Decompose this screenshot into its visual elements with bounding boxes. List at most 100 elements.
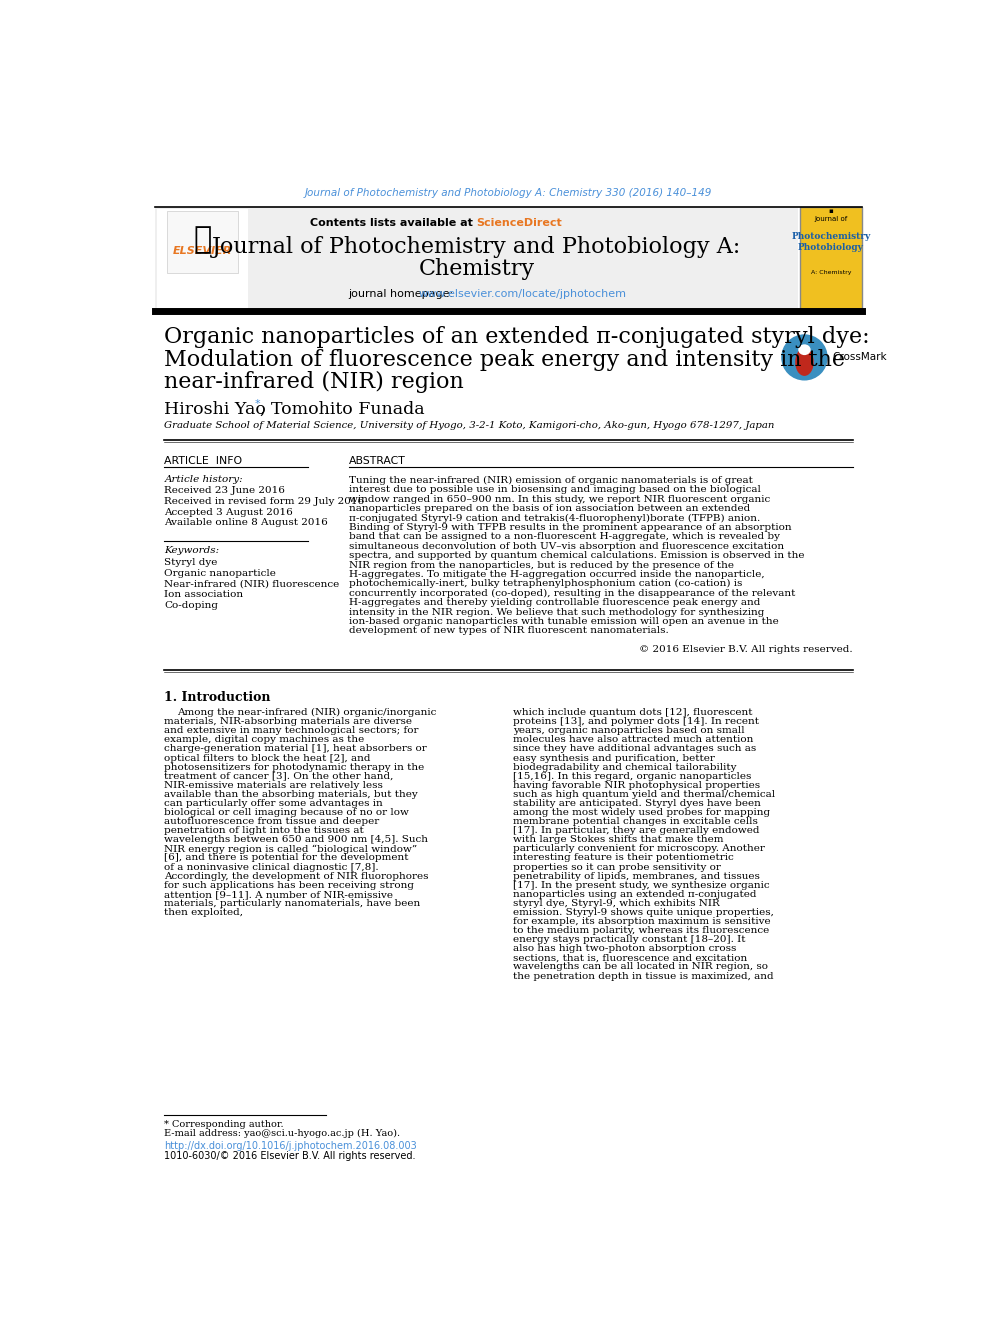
Text: can particularly offer some advantages in: can particularly offer some advantages i…: [165, 799, 383, 808]
Text: 🌲: 🌲: [193, 225, 211, 254]
Text: available than the absorbing materials, but they: available than the absorbing materials, …: [165, 790, 418, 799]
Text: Ion association: Ion association: [165, 590, 243, 599]
Text: Binding of Styryl-9 with TFPB results in the prominent appearance of an absorpti: Binding of Styryl-9 with TFPB results in…: [349, 523, 792, 532]
Text: [15,16]. In this regard, organic nanoparticles: [15,16]. In this regard, organic nanopar…: [513, 771, 751, 781]
Text: Photochemistry
Photobiology: Photochemistry Photobiology: [792, 233, 870, 251]
Text: [6], and there is potential for the development: [6], and there is potential for the deve…: [165, 853, 409, 863]
Text: Journal of Photochemistry and Photobiology A: Chemistry 330 (2016) 140–149: Journal of Photochemistry and Photobiolo…: [305, 188, 712, 198]
Text: materials, NIR-absorbing materials are diverse: materials, NIR-absorbing materials are d…: [165, 717, 413, 726]
Text: Hiroshi Yao: Hiroshi Yao: [165, 401, 266, 418]
Text: band that can be assigned to a non-fluorescent H-aggregate, which is revealed by: band that can be assigned to a non-fluor…: [349, 532, 780, 541]
Text: [17]. In the present study, we synthesize organic: [17]. In the present study, we synthesiz…: [513, 881, 770, 889]
Text: also has high two-photon absorption cross: also has high two-photon absorption cros…: [513, 945, 736, 954]
Text: photochemically-inert, bulky tetraphenylphosphonium cation (co-cation) is: photochemically-inert, bulky tetraphenyl…: [349, 579, 742, 589]
Text: ABSTRACT: ABSTRACT: [349, 455, 406, 466]
Text: Among the near-infrared (NIR) organic/inorganic: Among the near-infrared (NIR) organic/in…: [177, 708, 436, 717]
Text: http://dx.doi.org/10.1016/j.jphotochem.2016.08.003: http://dx.doi.org/10.1016/j.jphotochem.2…: [165, 1140, 417, 1151]
Text: Journal of Photochemistry and Photobiology A:: Journal of Photochemistry and Photobiolo…: [212, 237, 741, 258]
Text: H-aggregates and thereby yielding controllable fluorescence peak energy and: H-aggregates and thereby yielding contro…: [349, 598, 760, 607]
Text: ScienceDirect: ScienceDirect: [476, 218, 562, 228]
Text: near-infrared (NIR) region: near-infrared (NIR) region: [165, 370, 464, 393]
Text: Received 23 June 2016: Received 23 June 2016: [165, 486, 285, 495]
Text: Keywords:: Keywords:: [165, 546, 219, 556]
Text: *: *: [254, 400, 260, 409]
Text: optical filters to block the heat [2], and: optical filters to block the heat [2], a…: [165, 754, 371, 762]
Text: years, organic nanoparticles based on small: years, organic nanoparticles based on sm…: [513, 726, 745, 736]
Text: materials, particularly nanomaterials, have been: materials, particularly nanomaterials, h…: [165, 898, 421, 908]
Circle shape: [782, 335, 827, 381]
Text: Contents lists available at: Contents lists available at: [310, 218, 476, 228]
Text: Accordingly, the development of NIR fluorophores: Accordingly, the development of NIR fluo…: [165, 872, 429, 881]
Text: window ranged in 650–900 nm. In this study, we report NIR fluorescent organic: window ranged in 650–900 nm. In this stu…: [349, 495, 770, 504]
Text: among the most widely used probes for mapping: among the most widely used probes for ma…: [513, 808, 770, 818]
Text: stability are anticipated. Styryl dyes have been: stability are anticipated. Styryl dyes h…: [513, 799, 761, 808]
Text: Organic nanoparticle: Organic nanoparticle: [165, 569, 276, 578]
Text: which include quantum dots [12], fluorescent: which include quantum dots [12], fluores…: [513, 708, 753, 717]
Text: example, digital copy machines as the: example, digital copy machines as the: [165, 736, 364, 745]
Text: Near-infrared (NIR) fluorescence: Near-infrared (NIR) fluorescence: [165, 579, 339, 589]
Text: particularly convenient for microscopy. Another: particularly convenient for microscopy. …: [513, 844, 765, 853]
Text: nanoparticles using an extended π-conjugated: nanoparticles using an extended π-conjug…: [513, 890, 757, 898]
Text: simultaneous deconvolution of both UV–vis absorption and fluorescence excitation: simultaneous deconvolution of both UV–vi…: [349, 541, 784, 550]
Text: concurrently incorporated (co-doped), resulting in the disappearance of the rele: concurrently incorporated (co-doped), re…: [349, 589, 796, 598]
Text: CrossMark: CrossMark: [832, 352, 887, 363]
Text: attention [9–11]. A number of NIR-emissive: attention [9–11]. A number of NIR-emissi…: [165, 890, 393, 898]
Text: for such applications has been receiving strong: for such applications has been receiving…: [165, 881, 415, 889]
Text: membrane potential changes in excitable cells: membrane potential changes in excitable …: [513, 818, 758, 826]
Text: wavelengths can be all located in NIR region, so: wavelengths can be all located in NIR re…: [513, 963, 768, 971]
Text: charge-generation material [1], heat absorbers or: charge-generation material [1], heat abs…: [165, 745, 427, 753]
Text: autofluorescence from tissue and deeper: autofluorescence from tissue and deeper: [165, 818, 380, 826]
Text: proteins [13], and polymer dots [14]. In recent: proteins [13], and polymer dots [14]. In…: [513, 717, 759, 726]
Text: biological or cell imaging because of no or low: biological or cell imaging because of no…: [165, 808, 409, 818]
Text: having favorable NIR photophysical properties: having favorable NIR photophysical prope…: [513, 781, 760, 790]
Text: NIR region from the nanoparticles, but is reduced by the presence of the: NIR region from the nanoparticles, but i…: [349, 561, 734, 569]
Text: emission. Styryl-9 shows quite unique properties,: emission. Styryl-9 shows quite unique pr…: [513, 908, 774, 917]
Text: H-aggregates. To mitigate the H-aggregation occurred inside the nanoparticle,: H-aggregates. To mitigate the H-aggregat…: [349, 570, 765, 579]
Text: Chemistry: Chemistry: [419, 258, 535, 280]
Text: intensity in the NIR region. We believe that such methodology for synthesizing: intensity in the NIR region. We believe …: [349, 607, 764, 617]
Text: ARTICLE  INFO: ARTICLE INFO: [165, 455, 242, 466]
Text: to the medium polarity, whereas its fluorescence: to the medium polarity, whereas its fluo…: [513, 926, 770, 935]
Text: NIR-emissive materials are relatively less: NIR-emissive materials are relatively le…: [165, 781, 383, 790]
Text: , Tomohito Funada: , Tomohito Funada: [260, 401, 425, 418]
Text: the penetration depth in tissue is maximized, and: the penetration depth in tissue is maxim…: [513, 971, 774, 980]
Text: ion-based organic nanoparticles with tunable emission will open an avenue in the: ion-based organic nanoparticles with tun…: [349, 617, 779, 626]
Text: www.elsevier.com/locate/jphotochem: www.elsevier.com/locate/jphotochem: [419, 290, 627, 299]
Bar: [167, 212, 238, 273]
Text: Tuning the near-infrared (NIR) emission of organic nanomaterials is of great: Tuning the near-infrared (NIR) emission …: [349, 476, 753, 486]
Text: sections, that is, fluorescence and excitation: sections, that is, fluorescence and exci…: [513, 954, 747, 962]
Text: Modulation of fluorescence peak energy and intensity in the: Modulation of fluorescence peak energy a…: [165, 349, 845, 370]
Bar: [800, 208, 862, 311]
Text: easy synthesis and purification, better: easy synthesis and purification, better: [513, 754, 715, 762]
Text: Organic nanoparticles of an extended π-conjugated styryl dye:: Organic nanoparticles of an extended π-c…: [165, 327, 870, 348]
Text: ELSEVIER: ELSEVIER: [173, 246, 232, 257]
Text: Co-doping: Co-doping: [165, 601, 218, 610]
Text: 1. Introduction: 1. Introduction: [165, 691, 271, 704]
Text: 1010-6030/© 2016 Elsevier B.V. All rights reserved.: 1010-6030/© 2016 Elsevier B.V. All right…: [165, 1151, 416, 1160]
Text: Article history:: Article history:: [165, 475, 243, 484]
Text: such as high quantum yield and thermal/chemical: such as high quantum yield and thermal/c…: [513, 790, 775, 799]
Text: ▪: ▪: [828, 208, 833, 214]
Text: treatment of cancer [3]. On the other hand,: treatment of cancer [3]. On the other ha…: [165, 771, 394, 781]
Text: NIR energy region is called “biological window”: NIR energy region is called “biological …: [165, 844, 418, 853]
Text: biodegradability and chemical tailorability: biodegradability and chemical tailorabil…: [513, 762, 736, 771]
Text: Journal of: Journal of: [814, 216, 847, 222]
Text: molecules have also attracted much attention: molecules have also attracted much atten…: [513, 736, 754, 745]
Text: Accepted 3 August 2016: Accepted 3 August 2016: [165, 508, 293, 517]
Text: of a noninvasive clinical diagnostic [7,8].: of a noninvasive clinical diagnostic [7,…: [165, 863, 379, 872]
Text: energy stays practically constant [18–20]. It: energy stays practically constant [18–20…: [513, 935, 746, 945]
Text: A: Chemistry: A: Chemistry: [810, 270, 851, 275]
Text: * Corresponding author.: * Corresponding author.: [165, 1119, 284, 1129]
Bar: [155, 208, 799, 311]
Text: with large Stokes shifts that make them: with large Stokes shifts that make them: [513, 835, 723, 844]
Text: styryl dye, Styryl-9, which exhibits NIR: styryl dye, Styryl-9, which exhibits NIR: [513, 898, 720, 908]
Text: for example, its absorption maximum is sensitive: for example, its absorption maximum is s…: [513, 917, 771, 926]
Text: Graduate School of Material Science, University of Hyogo, 3-2-1 Koto, Kamigori-c: Graduate School of Material Science, Uni…: [165, 422, 775, 430]
Ellipse shape: [799, 344, 810, 355]
Text: interesting feature is their potentiometric: interesting feature is their potentiomet…: [513, 853, 734, 863]
Text: π-conjugated Styryl-9 cation and tetrakis(4-fluorophenyl)borate (TFPB) anion.: π-conjugated Styryl-9 cation and tetraki…: [349, 513, 760, 523]
Text: development of new types of NIR fluorescent nanomaterials.: development of new types of NIR fluoresc…: [349, 626, 669, 635]
Text: since they have additional advantages such as: since they have additional advantages su…: [513, 745, 756, 753]
Text: penetration of light into the tissues at: penetration of light into the tissues at: [165, 826, 364, 835]
Text: then exploited,: then exploited,: [165, 908, 243, 917]
